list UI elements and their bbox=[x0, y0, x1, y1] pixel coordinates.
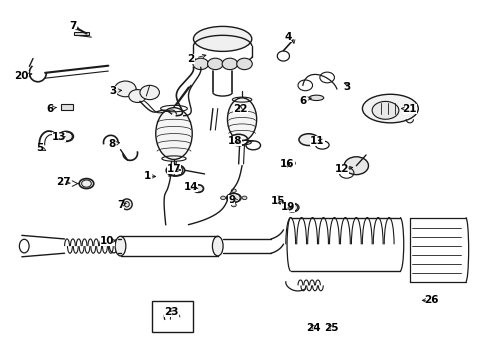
Text: 16: 16 bbox=[280, 159, 294, 169]
Text: 8: 8 bbox=[108, 139, 116, 149]
Text: 25: 25 bbox=[323, 323, 338, 333]
Text: 12: 12 bbox=[334, 164, 348, 174]
Ellipse shape bbox=[362, 94, 417, 123]
Text: 17: 17 bbox=[166, 164, 181, 174]
Text: 13: 13 bbox=[51, 132, 66, 142]
Ellipse shape bbox=[115, 236, 125, 256]
Ellipse shape bbox=[59, 131, 73, 141]
Ellipse shape bbox=[227, 98, 256, 141]
Text: 1: 1 bbox=[143, 171, 151, 181]
Bar bbox=[74, 32, 89, 35]
Text: 23: 23 bbox=[164, 307, 179, 317]
Text: 6: 6 bbox=[46, 104, 54, 113]
Ellipse shape bbox=[308, 95, 323, 100]
Text: 10: 10 bbox=[100, 236, 114, 246]
Ellipse shape bbox=[121, 199, 132, 210]
Bar bbox=[61, 104, 73, 110]
Text: 3: 3 bbox=[109, 86, 117, 96]
Text: 18: 18 bbox=[227, 136, 242, 146]
Ellipse shape bbox=[285, 203, 298, 212]
Circle shape bbox=[242, 196, 246, 200]
Text: 4: 4 bbox=[284, 32, 291, 42]
Circle shape bbox=[207, 58, 223, 69]
Text: 20: 20 bbox=[15, 71, 29, 81]
Ellipse shape bbox=[166, 165, 184, 176]
Text: 27: 27 bbox=[56, 177, 71, 187]
Text: 9: 9 bbox=[228, 195, 235, 204]
Ellipse shape bbox=[226, 193, 241, 202]
Circle shape bbox=[231, 189, 236, 193]
Ellipse shape bbox=[298, 134, 318, 145]
Text: 3: 3 bbox=[342, 82, 349, 92]
Text: 24: 24 bbox=[305, 323, 320, 333]
Text: 7: 7 bbox=[117, 200, 124, 210]
Circle shape bbox=[193, 58, 208, 69]
Ellipse shape bbox=[212, 236, 223, 256]
Text: 15: 15 bbox=[270, 197, 284, 206]
Text: 14: 14 bbox=[183, 182, 198, 192]
Text: 5: 5 bbox=[36, 143, 43, 153]
Text: 6: 6 bbox=[299, 96, 306, 107]
Bar bbox=[152, 301, 193, 332]
Ellipse shape bbox=[193, 26, 251, 51]
Text: 11: 11 bbox=[309, 136, 324, 146]
Text: 2: 2 bbox=[187, 54, 194, 64]
Circle shape bbox=[115, 81, 136, 97]
Ellipse shape bbox=[193, 185, 203, 193]
Text: 22: 22 bbox=[233, 104, 247, 113]
Ellipse shape bbox=[272, 197, 284, 204]
Text: 7: 7 bbox=[69, 21, 77, 31]
Ellipse shape bbox=[283, 159, 294, 167]
Circle shape bbox=[220, 196, 225, 200]
Circle shape bbox=[140, 85, 159, 100]
Text: 19: 19 bbox=[281, 202, 295, 212]
Circle shape bbox=[344, 157, 368, 175]
Ellipse shape bbox=[371, 102, 398, 119]
Text: 26: 26 bbox=[424, 295, 438, 305]
Circle shape bbox=[231, 203, 236, 207]
Text: 21: 21 bbox=[402, 104, 416, 113]
Ellipse shape bbox=[79, 179, 94, 189]
Ellipse shape bbox=[156, 108, 192, 159]
Circle shape bbox=[222, 58, 237, 69]
Circle shape bbox=[128, 90, 146, 103]
Circle shape bbox=[236, 58, 252, 69]
